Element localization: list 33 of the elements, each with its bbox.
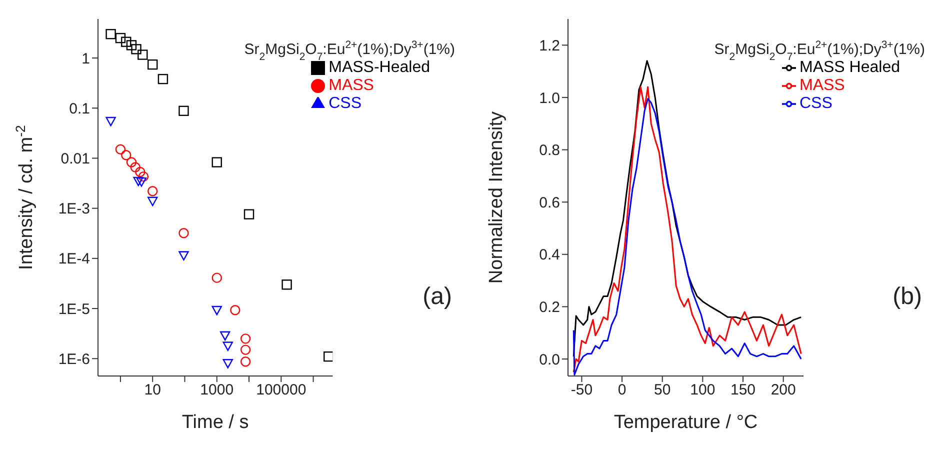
y-tick-label: 0.4 <box>539 246 560 264</box>
text: (b) <box>892 283 922 310</box>
y-tick-label: 1E-5 <box>58 300 90 318</box>
x-tick-label: 0 <box>618 382 626 399</box>
legend-label: MASS Healed <box>800 59 900 76</box>
y-tick-label: 1E-3 <box>58 200 90 218</box>
legend-label: MASS <box>800 77 845 94</box>
x-tick-label: -50 <box>570 382 593 399</box>
legend-label: CSS <box>800 95 832 112</box>
text: (a) <box>422 283 452 310</box>
y-tick-label: 1.0 <box>539 90 560 107</box>
x-tick-label: 50 <box>654 382 671 399</box>
y-tick-label: 1.2 <box>539 37 560 54</box>
x-axis-title: Time / s <box>182 412 249 433</box>
legend-label: MASS <box>328 77 374 94</box>
y-tick-label: 0.0 <box>539 351 560 368</box>
x-tick-label: 10 <box>144 382 161 399</box>
x-tick-label: 150 <box>730 382 756 399</box>
y-tick-label: 0.6 <box>539 194 560 212</box>
y-axis-title: Normalized Intensity <box>486 110 507 284</box>
x-tick-label: 100000 <box>256 382 306 399</box>
legend-label: CSS <box>328 95 362 112</box>
y-tick-label: 1E-6 <box>58 350 90 368</box>
y-tick-label: 1 <box>82 50 90 68</box>
x-tick-label: 1000 <box>200 382 234 399</box>
x-axis-title: Temperature / °C <box>614 412 758 433</box>
y-tick-label: 1E-4 <box>58 250 90 268</box>
y-tick-label: 0.8 <box>539 142 560 160</box>
x-tick-label: 100 <box>690 382 716 399</box>
y-tick-label: 0.2 <box>539 299 560 316</box>
y-tick-label: 0.1 <box>69 100 90 118</box>
x-tick-label: 200 <box>770 382 796 399</box>
y-tick-label: 0.01 <box>60 150 90 168</box>
